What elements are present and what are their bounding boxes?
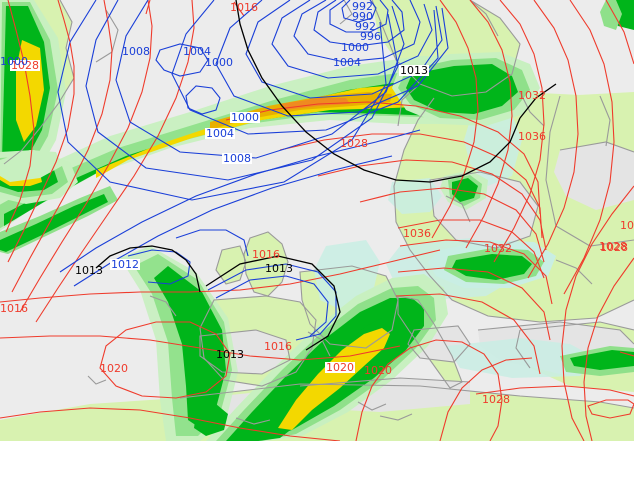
isobar-label: 1008 (122, 45, 150, 58)
isobar-label: 1020 (325, 361, 355, 374)
isobar-label: 1004 (333, 56, 361, 69)
isobar-blue-layer (57, 0, 449, 341)
jet-band-balkans (428, 240, 556, 288)
jet-band-gibraltar (194, 404, 228, 436)
jet-band-east-europe-north (440, 170, 488, 210)
isobar-label: 1036 (518, 130, 546, 143)
isobar-label: 1036 (403, 227, 431, 240)
jet-stream-slp-map[interactable]: 1028 1008 1004 1000 1016 992 990 992 996 1000 1004… (0, 0, 634, 441)
jet-band-left-upper (0, 186, 118, 254)
isobar-label: 1004 (205, 127, 235, 140)
isobar-label: 1032 (484, 242, 512, 255)
isobar-label: 1013 (399, 64, 429, 77)
isobar-label: 1016 (252, 248, 280, 261)
isobar-label: 1016 (230, 1, 258, 14)
isobar-label: 1008 (222, 152, 252, 165)
isobar-label: 1000 (0, 55, 28, 68)
isobar-red-layer (0, 0, 634, 441)
isobar-label: 1028 (482, 393, 510, 406)
isobar-label: 1013 (216, 348, 244, 361)
isobar-label: 990 (352, 10, 373, 23)
isobar-label: 1013 (265, 262, 293, 275)
jet-band-scandinavia (392, 52, 540, 126)
isobar-label: 996 (360, 30, 381, 43)
isobar-label: 1028 (600, 241, 628, 254)
isobar-1013-layer (95, 0, 557, 351)
isobar-label: 1004 (183, 45, 211, 58)
coastline-layer (3, 0, 634, 425)
isobar-label: 1000 (205, 56, 233, 69)
jet-band-iceland-se (0, 150, 62, 182)
isobar-label: 1028 (340, 137, 368, 150)
isobar-label: 992 (352, 0, 373, 13)
isobar-label: 1000 (341, 41, 369, 54)
isobar-label: 1032 (620, 219, 634, 232)
isobar-label: 1020 (100, 362, 128, 375)
jet-band-north-edge-right (600, 0, 634, 30)
isobar-label: 1000 (230, 111, 260, 124)
map-canvas (0, 0, 634, 441)
isobar-label: 1016 (264, 340, 292, 353)
isobar-label: 1016 (0, 302, 28, 315)
isobar-label: 1013 (75, 264, 103, 277)
footer-bar: Jet stream/SLP [kts] CFS Su 07-12-2025 0… (0, 441, 634, 490)
isobar-label: 1028 (599, 240, 627, 253)
isobar-label: 992 (355, 20, 376, 33)
isobar-label: 1032 (518, 89, 546, 102)
isobar-label: 1020 (364, 364, 392, 377)
isobar-label: 1012 (110, 258, 140, 271)
isobar-label: 1028 (10, 59, 40, 72)
